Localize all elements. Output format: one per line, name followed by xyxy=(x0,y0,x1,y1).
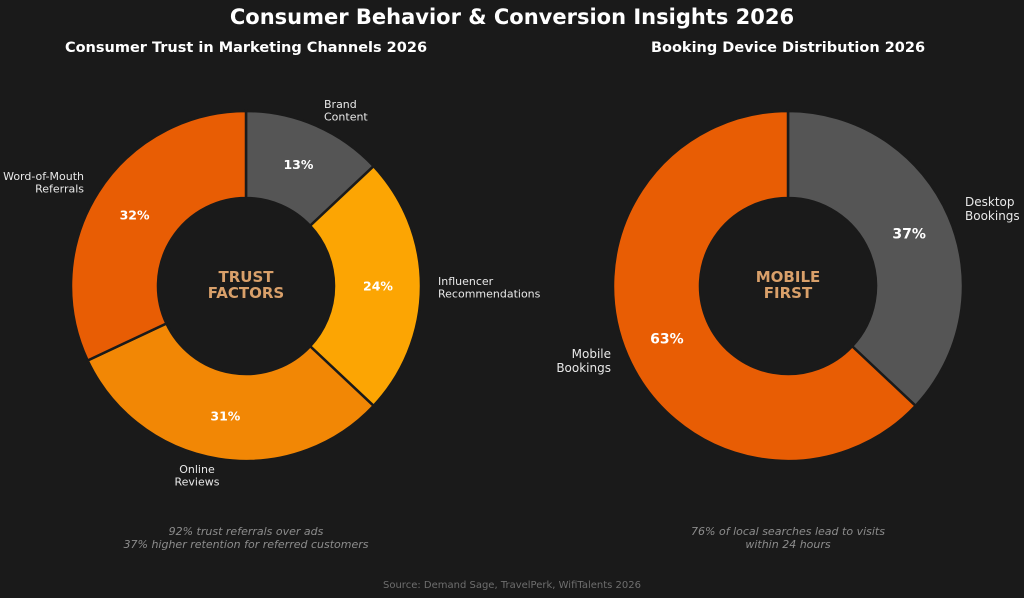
donut-slice-1 xyxy=(308,164,423,408)
slice-value-label-1: 24% xyxy=(363,278,393,293)
donut-slice-1 xyxy=(611,109,918,463)
chart-note-1: 76% of local searches lead to visitswith… xyxy=(691,525,885,551)
slice-value-label-0: 37% xyxy=(892,226,926,242)
chart-note-0-line-0: 92% trust referrals over ads xyxy=(169,525,324,538)
slice-category-label-0-line-0: Desktop xyxy=(965,195,1015,209)
slice-category-label-0-line-1: Content xyxy=(324,111,368,124)
slice-category-label-3-line-1: Referrals xyxy=(35,183,84,196)
donut-chart-1: 37%DesktopBookings63%MobileBookingsMOBIL… xyxy=(556,109,1020,551)
slice-category-label-1-line-0: Influencer xyxy=(438,275,494,288)
donut-slice-0 xyxy=(786,109,965,408)
center-label-1-line-0: MOBILE xyxy=(756,268,821,286)
slice-category-label-1-line-1: Bookings xyxy=(556,361,611,375)
slice-value-label-1: 63% xyxy=(650,331,684,347)
slice-category-label-1-line-1: Recommendations xyxy=(438,288,541,301)
center-label-0-line-0: TRUST xyxy=(219,268,275,286)
slice-category-label-2-line-1: Reviews xyxy=(175,476,220,489)
right-chart-title: Booking Device Distribution 2026 xyxy=(651,40,925,56)
slice-value-label-2: 31% xyxy=(210,409,240,424)
slice-category-label-3-line-0: Word-of-Mouth xyxy=(3,170,84,183)
slice-category-label-2-line-0: Online xyxy=(179,463,215,476)
source-note: Source: Demand Sage, TravelPerk, WifiTal… xyxy=(383,580,641,591)
slice-value-label-0: 13% xyxy=(283,157,313,172)
left-chart-title: Consumer Trust in Marketing Channels 202… xyxy=(65,40,427,56)
donut-slice-3 xyxy=(69,109,248,363)
chart-note-0-line-1: 37% higher retention for referred custom… xyxy=(124,538,369,551)
figure-title: Consumer Behavior & Conversion Insights … xyxy=(230,5,794,29)
slice-category-label-0-line-1: Bookings xyxy=(965,209,1020,223)
slice-category-label-1-line-0: Mobile xyxy=(572,347,611,361)
slice-category-label-0-line-0: Brand xyxy=(324,98,357,111)
donut-slice-2 xyxy=(85,321,376,463)
chart-note-1-line-0: 76% of local searches lead to visits xyxy=(691,525,885,538)
center-label-1-line-1: FIRST xyxy=(764,284,813,302)
center-label-0-line-1: FACTORS xyxy=(208,284,284,302)
slice-value-label-3: 32% xyxy=(120,208,150,223)
chart-note-1-line-1: within 24 hours xyxy=(745,538,831,551)
